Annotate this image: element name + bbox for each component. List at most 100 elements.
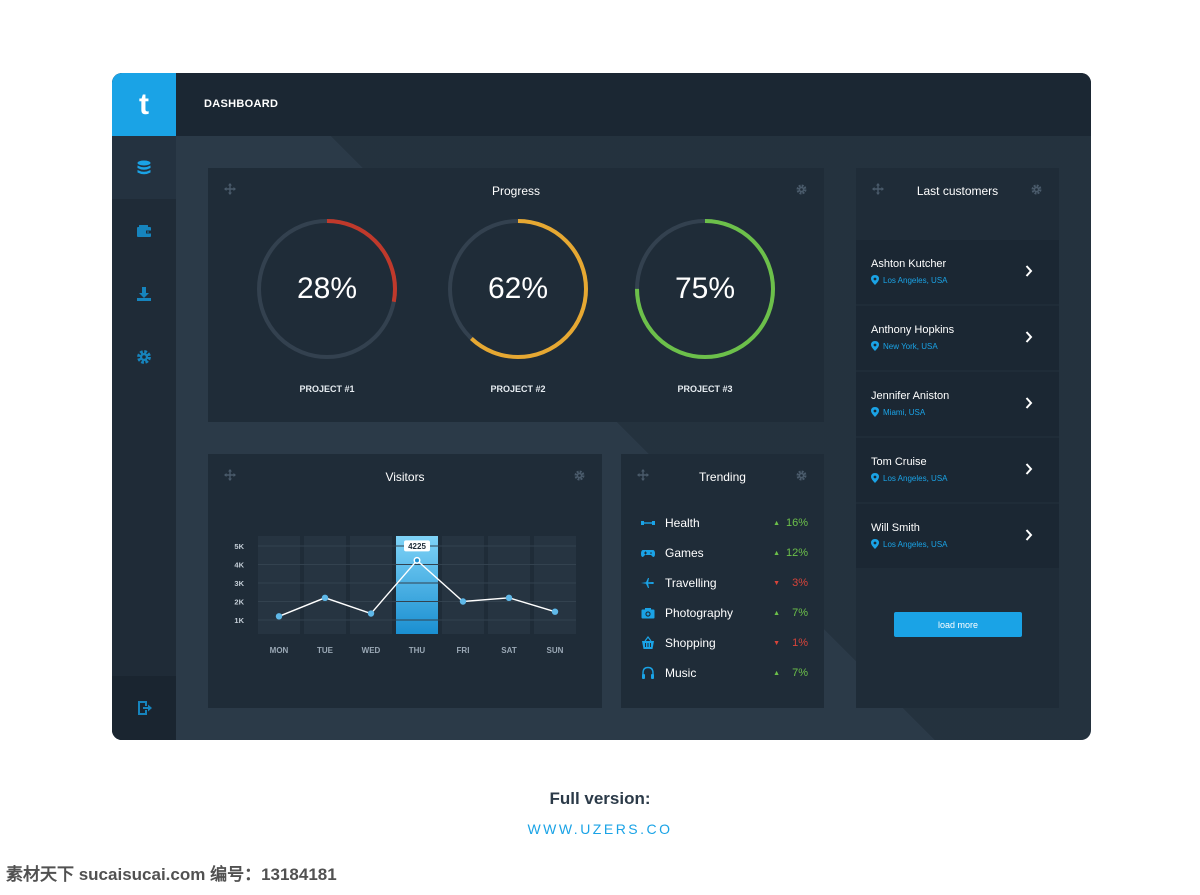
trend-arrow: ▲: [773, 669, 780, 677]
database-icon: [137, 160, 151, 174]
customers-title: Last customers: [916, 184, 999, 198]
trend-item-games[interactable]: Games ▲ 12%: [641, 543, 808, 563]
project-label-2: PROJECT #2: [490, 384, 546, 394]
logout-icon: [138, 701, 152, 715]
y-tick-label: 1K: [234, 616, 244, 625]
y-tick-label: 3K: [234, 579, 244, 588]
customer-row[interactable]: Ashton Kutcher Los Angeles, USA: [856, 240, 1059, 304]
customer-location: Los Angeles, USA: [871, 473, 947, 483]
sidebar-item-download[interactable]: [112, 262, 176, 325]
trend-name: Travelling: [665, 576, 717, 590]
customer-name: Jennifer Aniston: [871, 390, 950, 402]
data-point: [459, 598, 467, 605]
trend-name: Health: [665, 516, 700, 530]
trend-item-music[interactable]: Music ▲ 7%: [641, 663, 808, 683]
progress-value-1: 28%: [296, 272, 358, 305]
customer-location: Los Angeles, USA: [871, 539, 947, 549]
footer-url[interactable]: WWW.UZERS.CO: [527, 821, 673, 837]
customer-name: Ashton Kutcher: [871, 258, 947, 270]
trend-arrow: ▼: [773, 579, 780, 587]
customer-name: Tom Cruise: [871, 456, 927, 468]
x-tick-label: TUE: [317, 646, 334, 655]
trend-change: 3%: [792, 577, 808, 589]
trend-name: Photography: [665, 606, 734, 620]
sidebar-logout[interactable]: [112, 676, 176, 740]
trend-change: 12%: [785, 547, 808, 559]
y-tick-label: 2K: [234, 598, 244, 607]
location-pin-icon: [871, 407, 879, 417]
move-icon[interactable]: [872, 183, 884, 195]
trend-arrow: ▲: [773, 519, 780, 527]
panel-gear-icon[interactable]: [795, 183, 808, 196]
customer-row[interactable]: Tom Cruise Los Angeles, USA: [856, 438, 1059, 502]
move-icon[interactable]: [224, 183, 236, 195]
chevron-right-icon[interactable]: [1025, 396, 1033, 410]
customer-location: Miami, USA: [871, 407, 925, 417]
trend-item-photography[interactable]: Photography ▲ 7%: [641, 603, 808, 623]
data-label: 4225: [408, 542, 426, 551]
customer-name: Will Smith: [871, 522, 920, 534]
customer-location-text: Los Angeles, USA: [883, 473, 948, 483]
panel-gear-icon[interactable]: [573, 469, 586, 482]
project-label-1: PROJECT #1: [299, 384, 355, 394]
customers-panel: Last customers Ashton Kutcher Los Angele…: [856, 168, 1059, 708]
dumbbell-icon: [641, 521, 655, 525]
camera-icon: [641, 608, 655, 619]
load-more-button[interactable]: load more: [894, 612, 1022, 637]
customer-location-text: New York, USA: [883, 341, 938, 351]
trend-item-health[interactable]: Health ▲ 16%: [641, 513, 808, 533]
move-icon[interactable]: [224, 469, 236, 481]
x-tick-label: MON: [270, 646, 289, 655]
headphones-icon: [642, 666, 654, 679]
customer-name: Anthony Hopkins: [871, 324, 955, 336]
watermark: 素材天下 sucaisucai.com 编号：13184181: [6, 865, 337, 884]
data-point-center: [415, 558, 419, 563]
chevron-right-icon[interactable]: [1025, 330, 1033, 344]
progress-ring-3: 75%: [634, 218, 776, 360]
data-point: [321, 594, 329, 601]
customer-row[interactable]: Jennifer Aniston Miami, USA: [856, 372, 1059, 436]
data-label-box: [404, 540, 430, 552]
trend-arrow: ▼: [773, 639, 780, 647]
customer-location-text: Miami, USA: [883, 407, 926, 417]
location-pin-icon: [871, 275, 879, 285]
logo[interactable]: t: [112, 73, 176, 136]
progress-ring-2: 62%: [447, 218, 589, 360]
chevron-right-icon[interactable]: [1025, 528, 1033, 542]
chart-column: [442, 536, 484, 634]
sidebar-item-database[interactable]: [112, 136, 176, 199]
wallet-icon: [137, 224, 151, 237]
progress-panel: Progress 28% PROJECT #1 62% PROJECT #2: [208, 168, 824, 422]
chart-column: [488, 536, 530, 634]
trend-name: Games: [665, 546, 704, 560]
chevron-right-icon[interactable]: [1025, 462, 1033, 476]
trend-item-travelling[interactable]: Travelling ▼ 3%: [641, 573, 808, 593]
gamepad-icon: [641, 550, 655, 557]
visitors-title: Visitors: [385, 470, 425, 484]
header: DASHBOARD: [176, 73, 1091, 136]
plane-icon: [641, 578, 654, 588]
data-point: [275, 613, 283, 620]
trend-item-shopping[interactable]: Shopping ▼ 1%: [641, 633, 808, 653]
trending-title: Trending: [699, 470, 746, 484]
trend-change: 16%: [785, 517, 808, 529]
panel-gear-icon[interactable]: [795, 469, 808, 482]
trend-arrow: ▲: [773, 609, 780, 617]
page-title: DASHBOARD: [204, 98, 279, 110]
customer-location: Los Angeles, USA: [871, 275, 947, 285]
data-point: [505, 594, 513, 601]
move-icon[interactable]: [637, 469, 649, 481]
basket-icon: [642, 636, 654, 649]
panel-gear-icon[interactable]: [1030, 183, 1043, 196]
progress-value-2: 62%: [487, 272, 549, 305]
location-pin-icon: [871, 341, 879, 351]
chevron-right-icon[interactable]: [1025, 264, 1033, 278]
customer-row[interactable]: Will Smith Los Angeles, USA: [856, 504, 1059, 568]
sidebar: t: [112, 73, 176, 740]
sidebar-item-wallet[interactable]: [112, 199, 176, 262]
visitors-chart: MON TUE WED THU FRI SAT SUN 1K 2K 3K 4K 5K 4225: [234, 536, 576, 655]
sidebar-item-settings[interactable]: [112, 325, 176, 388]
x-tick-label: SAT: [501, 646, 517, 655]
customer-row[interactable]: Anthony Hopkins New York, USA: [856, 306, 1059, 370]
data-point: [367, 610, 375, 617]
